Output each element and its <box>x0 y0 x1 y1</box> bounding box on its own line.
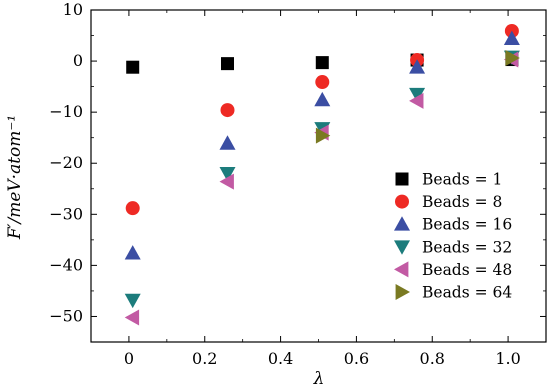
legend-marker <box>394 240 410 255</box>
y-tick-label: −20 <box>49 153 83 172</box>
data-point <box>220 103 235 118</box>
series-1 <box>126 53 519 74</box>
legend-label: Beads = 32 <box>422 238 512 256</box>
legend-label: Beads = 64 <box>422 284 512 302</box>
x-tick-label: 0.8 <box>420 349 445 368</box>
data-point <box>126 60 140 74</box>
legend-label: Beads = 1 <box>422 171 502 189</box>
data-point <box>505 50 520 67</box>
legend-marker <box>395 194 409 209</box>
data-point <box>219 173 234 190</box>
x-tick-label: 0.2 <box>192 349 217 368</box>
x-tick-label: 0.4 <box>268 349 293 368</box>
data-point <box>219 135 236 150</box>
data-point <box>409 92 424 109</box>
data-point <box>409 87 426 103</box>
x-tick-label: 0.6 <box>344 349 369 368</box>
data-point <box>219 167 236 182</box>
data-point <box>124 245 141 260</box>
legend-marker <box>395 172 409 186</box>
legend-marker <box>395 284 410 300</box>
legend-label: Beads = 8 <box>422 193 502 211</box>
data-point <box>409 59 426 74</box>
data-point <box>314 91 331 107</box>
y-tick-label: 10 <box>63 0 83 19</box>
data-point <box>124 293 141 309</box>
legend-marker <box>394 216 410 231</box>
data-point <box>315 75 330 90</box>
legend-label: Beads = 16 <box>422 216 512 234</box>
y-tick-label: −10 <box>49 102 83 121</box>
y-tick-label: −50 <box>49 306 83 325</box>
legend: Beads = 1 Beads = 8 Beads = 16 Beads = 32 Be… <box>394 171 512 302</box>
data-point <box>221 57 234 71</box>
data-point <box>315 56 329 70</box>
data-point <box>503 30 520 46</box>
x-tick-label: 1.0 <box>495 349 520 368</box>
y-axis-label: F′/meV·atom⁻¹ <box>5 115 25 240</box>
series-6 <box>315 50 520 144</box>
legend-label: Beads = 48 <box>422 261 512 279</box>
data-point <box>124 309 140 326</box>
y-tick-label: −30 <box>49 204 83 223</box>
x-axis-label: λ <box>313 369 325 389</box>
data-point <box>315 127 331 144</box>
y-tick-label: −40 <box>49 255 83 274</box>
x-tick-label: 0 <box>124 349 134 368</box>
y-tick-label: 0 <box>73 51 83 70</box>
legend-marker <box>394 261 409 278</box>
series-3 <box>124 30 520 260</box>
data-point <box>125 201 140 216</box>
